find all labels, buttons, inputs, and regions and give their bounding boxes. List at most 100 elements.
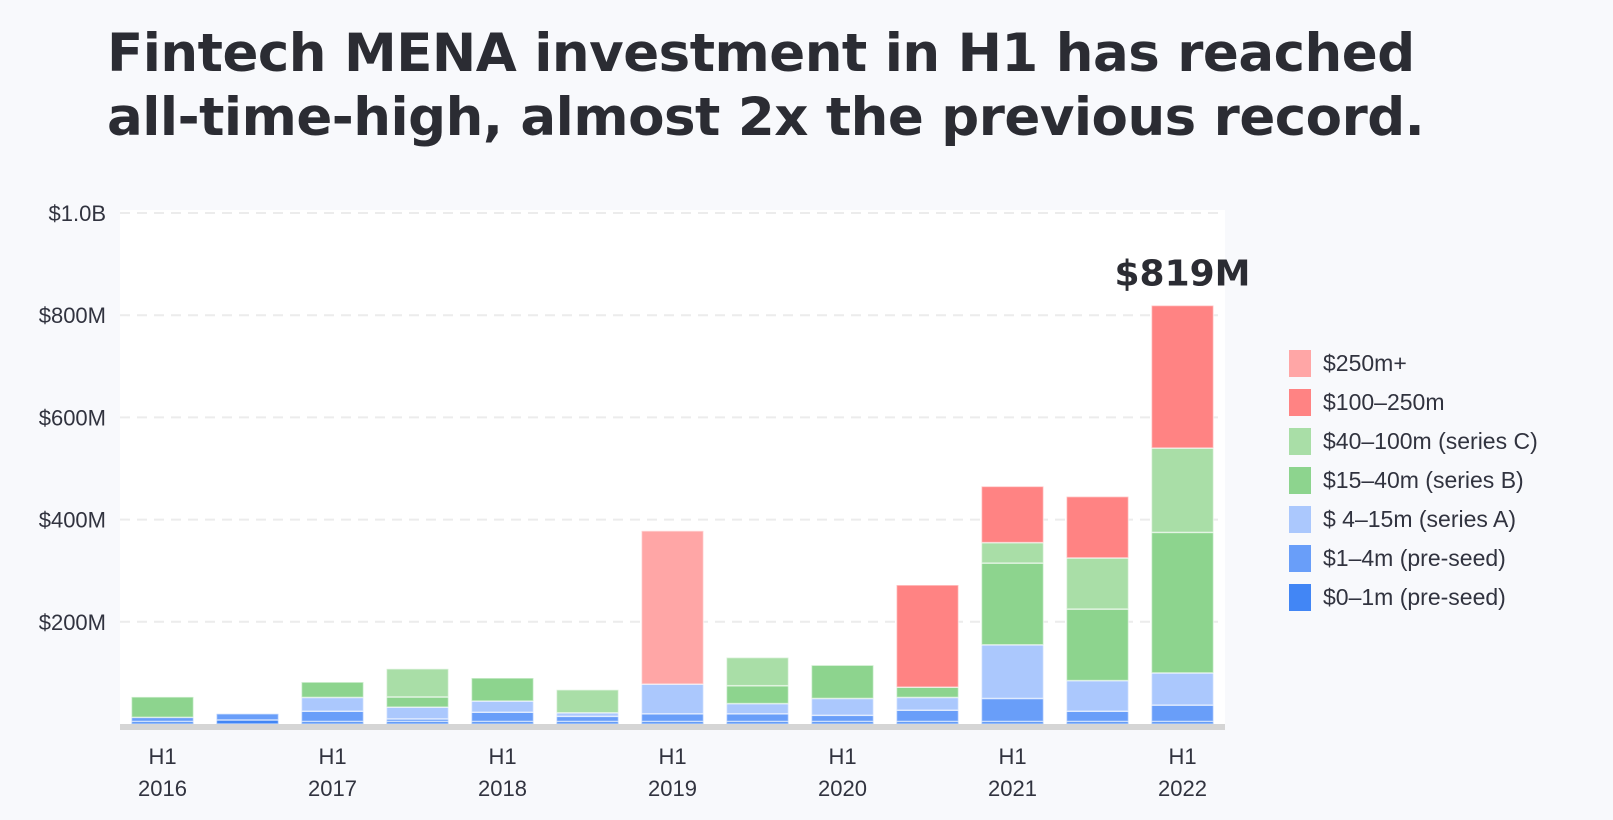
y-tick-label: $800M: [39, 303, 106, 328]
legend-swatch: [1289, 428, 1311, 455]
bars: [130, 304, 1215, 725]
legend-swatch: [1289, 389, 1311, 416]
bar-segment: [640, 713, 705, 723]
bar-segment: [555, 715, 620, 723]
x-tick-label: 2016: [138, 776, 187, 801]
legend-swatch: [1289, 350, 1311, 377]
bar-segment: [895, 584, 960, 688]
bar-segment: [1150, 447, 1215, 534]
legend-swatch: [1289, 545, 1311, 572]
legend-item: $100–250m: [1289, 383, 1538, 422]
bar-segment: [300, 681, 365, 699]
chart-title-line-2: all-time-high, almost 2x the previous re…: [107, 87, 1425, 148]
x-tick-label: H1: [658, 744, 686, 769]
legend-label: $0–1m (pre-seed): [1323, 584, 1506, 610]
legend-label: $100–250m: [1323, 389, 1445, 415]
bar-segment: [980, 485, 1045, 544]
bar-segment: [130, 696, 195, 719]
bar-stack: [980, 485, 1045, 725]
bar-segment: [1065, 679, 1130, 712]
legend-item: $40–100m (series C): [1289, 422, 1538, 461]
bar-segment: [1150, 304, 1215, 449]
bar-stack: [300, 681, 365, 725]
bar-segment: [470, 677, 535, 702]
bar-segment: [725, 684, 790, 705]
bar-segment: [980, 697, 1045, 723]
bar-stack: [810, 664, 875, 725]
bar-segment: [215, 713, 280, 721]
legend-label: $250m+: [1323, 350, 1407, 376]
bar-segment: [470, 711, 535, 723]
legend-label: $ 4–15m (series A): [1323, 506, 1517, 532]
bar-segment: [980, 644, 1045, 700]
bar-segment: [810, 697, 875, 717]
legend-label: $1–4m (pre-seed): [1323, 545, 1506, 571]
bar-segment: [725, 702, 790, 715]
bar-segment: [385, 706, 450, 720]
x-tick-label: 2020: [818, 776, 867, 801]
legend-item: $ 4–15m (series A): [1289, 500, 1538, 539]
x-tick-label: H1: [998, 744, 1026, 769]
legend: $250m+ $100–250m $40–100m (series C) $15–40…: [1289, 344, 1538, 617]
annotations: $819M: [1114, 253, 1250, 294]
bar-stack: [470, 677, 535, 725]
y-tick-label: $400M: [39, 508, 106, 533]
bar-segment: [640, 683, 705, 715]
bar-segment: [1065, 710, 1130, 723]
legend-item: $15–40m (series B): [1289, 461, 1538, 500]
bar-segment: [385, 696, 450, 708]
bar-segment: [1065, 608, 1130, 682]
bar-stack: [1065, 495, 1130, 725]
legend-swatch: [1289, 584, 1311, 611]
x-tick-label: 2018: [478, 776, 527, 801]
bar-stack: [130, 696, 195, 725]
bar-segment: [725, 713, 790, 723]
bar-stack: [385, 668, 450, 725]
legend-item: $1–4m (pre-seed): [1289, 539, 1538, 578]
bar-segment: [1150, 704, 1215, 723]
bar-segment: [895, 686, 960, 699]
chart-title: Fintech MENA investment in H1 has reache…: [107, 22, 1507, 150]
bar-stack: [725, 656, 790, 725]
bar-stack: [215, 713, 280, 725]
bar-segment: [1065, 495, 1130, 559]
x-tick-label: H1: [828, 744, 856, 769]
bar-segment: [1065, 557, 1130, 610]
bar-segment: [640, 530, 705, 685]
x-tick-label: 2017: [308, 776, 357, 801]
y-tick-label: $600M: [39, 405, 106, 430]
bar-segment: [1150, 672, 1215, 706]
y-tick-label: $200M: [39, 610, 106, 635]
bar-segment: [385, 668, 450, 698]
x-tick-label: H1: [148, 744, 176, 769]
bar-segment: [470, 700, 535, 713]
legend-swatch: [1289, 506, 1311, 533]
y-axis: $200M $400M $600M $800M $1.0B: [39, 201, 106, 635]
bar-segment: [810, 664, 875, 700]
bar-segment: [1150, 531, 1215, 674]
bar-segment: [555, 689, 620, 714]
x-tick-label: 2021: [988, 776, 1037, 801]
bar-segment: [725, 656, 790, 687]
x-tick-label: H1: [1168, 744, 1196, 769]
bar-segment: [895, 709, 960, 723]
x-tick-label: H1: [318, 744, 346, 769]
bar-segment: [895, 696, 960, 711]
legend-label: $40–100m (series C): [1323, 428, 1538, 454]
bar-stack: [555, 689, 620, 725]
x-tick-label: 2019: [648, 776, 697, 801]
bar-segment: [980, 541, 1045, 564]
bar-segment: [300, 710, 365, 723]
bar-stack: [895, 584, 960, 725]
x-tick-label: 2022: [1158, 776, 1207, 801]
chart-title-line-1: Fintech MENA investment in H1 has reache…: [107, 23, 1415, 84]
legend-item: $0–1m (pre-seed): [1289, 578, 1538, 617]
bar-segment: [980, 562, 1045, 646]
legend-swatch: [1289, 467, 1311, 494]
y-tick-label: $1.0B: [49, 201, 107, 226]
legend-item: $250m+: [1289, 344, 1538, 383]
x-tick-label: H1: [488, 744, 516, 769]
bar-segment: [810, 714, 875, 723]
bar-segment: [300, 696, 365, 712]
